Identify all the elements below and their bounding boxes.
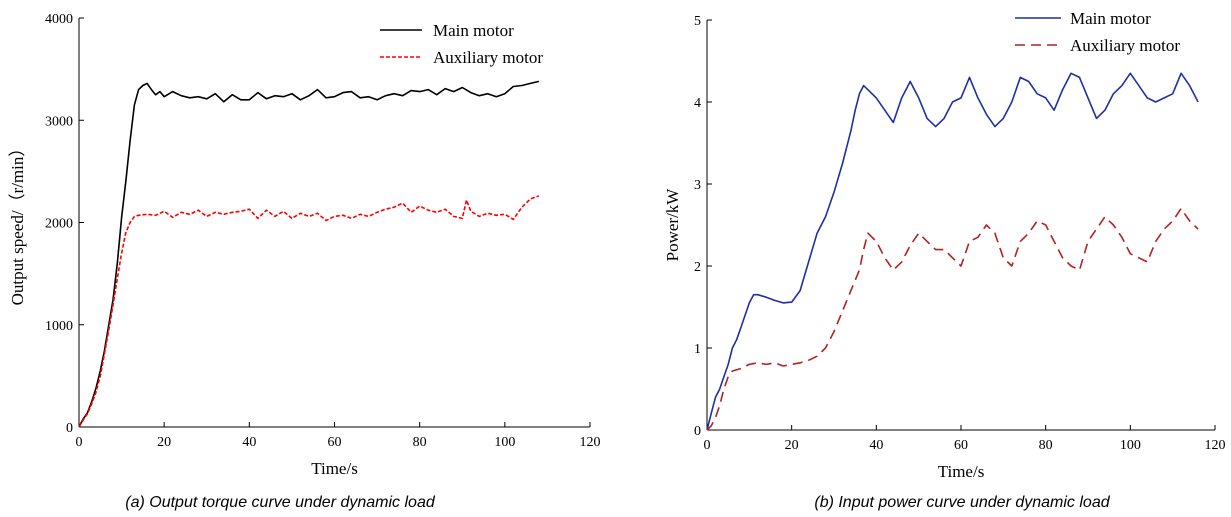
x-tick-label: 20 [157,435,171,450]
series-line-main-motor [78,80,540,428]
x-tick-label: 80 [413,435,427,450]
y-tick-label: 5 [694,14,701,29]
figure-caption: (a) Output torque curve under dynamic lo… [125,494,436,511]
x-tick-label: 100 [494,435,515,450]
y-tick-label: 0 [66,421,73,436]
y-tick-label: 1 [694,342,701,357]
y-tick-label: 3000 [45,114,73,129]
x-tick-label: 120 [580,435,601,450]
legend-label: Auxiliary motor [433,48,543,67]
legend-label: Main motor [1070,9,1151,28]
y-tick-label: 0 [694,424,701,439]
y-tick-label: 3 [694,178,701,193]
x-tick-label: 0 [704,438,711,453]
chart-panel-b: 0 20 40 60 80 100 120 0 1 2 3 4 5 Time/s Power/kW Main … [663,9,1226,511]
series-line-auxiliary-motor [706,207,1199,431]
figure-caption: (b) Input power curve under dynamic load [814,494,1110,511]
x-axis-label: Time/s [938,462,985,481]
y-axis-label: Power/kW [663,188,682,262]
x-tick-label: 0 [76,435,83,450]
legend-label: Main motor [433,21,514,40]
y-tick-label: 2 [694,260,701,275]
chart-panel-a: 0 20 40 60 80 100 120 0 1000 2000 3000 4000 Time/s Ou… [8,12,601,511]
y-tick-label: 4 [694,96,701,111]
y-tick-label: 4000 [45,12,73,27]
x-tick-label: 40 [242,435,256,450]
x-tick-label: 80 [1039,438,1053,453]
x-tick-label: 60 [328,435,342,450]
y-tick-label: 1000 [45,319,73,334]
legend-label: Auxiliary motor [1070,36,1180,55]
x-tick-label: 20 [785,438,799,453]
x-axis-label: Time/s [311,459,358,478]
x-tick-label: 60 [954,438,968,453]
y-tick-label: 2000 [45,217,73,232]
x-tick-label: 120 [1205,438,1226,453]
series-line-main-motor [706,72,1199,431]
series-line-auxiliary-motor [78,195,540,428]
y-axis-label: Output speed/（r/min） [8,140,27,306]
x-tick-label: 40 [869,438,883,453]
x-tick-label: 100 [1120,438,1141,453]
